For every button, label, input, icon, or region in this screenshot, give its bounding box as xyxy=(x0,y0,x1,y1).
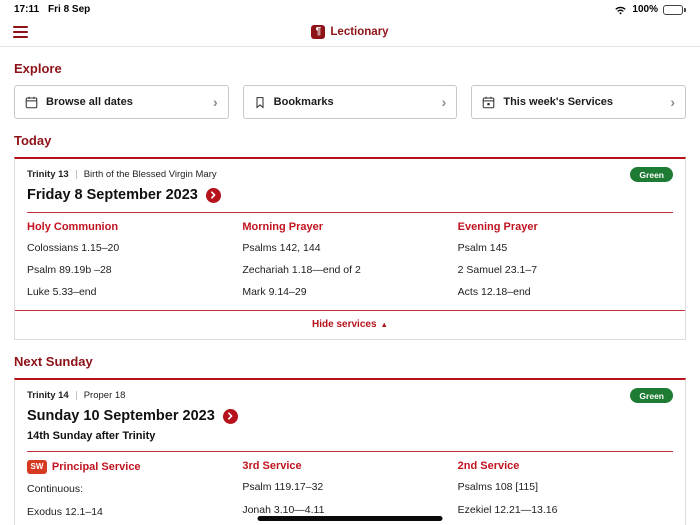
next-sunday-heading: Next Sunday xyxy=(14,354,93,370)
liturgical-color-badge: Green xyxy=(630,167,673,182)
app-logo-icon: ¶ xyxy=(311,24,326,39)
reading-item: Zechariah 1.18—end of 2 xyxy=(242,264,361,277)
liturgical-color-badge: Green xyxy=(630,388,673,404)
reading-item: Psalm 89.19b –28 xyxy=(27,264,112,277)
reading-item: Mark 9.14–29 xyxy=(242,286,307,299)
wifi-icon xyxy=(614,5,627,15)
divider xyxy=(75,170,77,179)
reading-item: Psalm 145 xyxy=(457,242,508,254)
service-column-principal-service: SW Principal Service Continuous: Exodus … xyxy=(27,460,242,525)
arrow-right-icon xyxy=(222,408,238,424)
chevron-right-icon: › xyxy=(670,94,676,110)
bookmark-icon xyxy=(254,96,266,109)
reading-item: Acts 12.18–end xyxy=(457,286,531,299)
service-title-row: SW Principal Service xyxy=(27,460,232,475)
bookmarks-card[interactable]: Bookmarks › xyxy=(242,85,458,119)
service-title: 2nd Service xyxy=(457,460,520,473)
next-sunday-date-text: Sunday 10 September 2023 xyxy=(27,408,215,425)
red-divider xyxy=(15,310,685,312)
hide-services-label: Hide services xyxy=(312,319,377,331)
calendar-icon xyxy=(25,96,38,109)
next-sunday-meta-row: Trinity 14 Proper 18 Green xyxy=(27,388,673,404)
chevron-right-icon: › xyxy=(441,94,447,110)
this-weeks-services-card[interactable]: This week's Services › xyxy=(471,85,687,119)
service-title: 3rd Service xyxy=(242,460,302,473)
browse-all-dates-label: Browse all dates xyxy=(46,96,133,108)
app-brand: ¶ Lectionary xyxy=(311,24,389,39)
sw-badge: SW xyxy=(27,460,47,475)
reading-item: Jonah 3.10—4.11 xyxy=(242,503,325,516)
today-meta-row: Trinity 13 Birth of the Blessed Virgin M… xyxy=(27,167,673,182)
sunday-subtitle: 14th Sunday after Trinity xyxy=(27,430,156,443)
service-title: Morning Prayer xyxy=(242,221,324,233)
service-column-holy-communion: Holy Communion Colossians 1.15–20 Psalm … xyxy=(27,221,242,308)
service-column-evening-prayer: Evening Prayer Psalm 145 2 Samuel 23.1–7… xyxy=(458,221,673,308)
reading-item: Continuous: xyxy=(27,483,84,496)
battery-icon xyxy=(663,4,686,15)
status-bar: 17:11 Fri 8 Sep 100% xyxy=(0,0,700,17)
explore-heading: Explore xyxy=(14,61,62,76)
season-label: Trinity 14 xyxy=(27,390,69,402)
this-weeks-services-label: This week's Services xyxy=(503,96,613,108)
caret-up-icon: ▲ xyxy=(380,320,388,330)
explore-row: Browse all dates › Bookmarks › xyxy=(14,85,687,119)
reading-item: Colossians 1.15–20 xyxy=(27,242,120,254)
status-time: 17:11 xyxy=(14,4,40,15)
status-date: Fri 8 Sep xyxy=(48,4,91,15)
browse-all-dates-card[interactable]: Browse all dates › xyxy=(14,85,229,119)
service-title: Principal Service xyxy=(51,461,141,474)
app-title: Lectionary xyxy=(330,25,389,38)
reading-item: 2 Samuel 23.1–7 xyxy=(457,264,538,277)
hide-services-button[interactable]: Hide services ▲ xyxy=(15,311,685,339)
today-card: Trinity 13 Birth of the Blessed Virgin M… xyxy=(14,157,686,341)
today-date-link[interactable]: Friday 8 September 2023 xyxy=(27,187,673,203)
chevron-right-icon: › xyxy=(213,94,218,110)
menu-hamburger-icon[interactable] xyxy=(13,26,28,38)
bookmarks-label: Bookmarks xyxy=(273,96,334,108)
season-label: Trinity 13 xyxy=(27,169,69,180)
battery-percent-label: 100% xyxy=(632,4,658,15)
service-column-3rd-service: 3rd Service Psalm 119.17–32 Jonah 3.10—4… xyxy=(242,460,457,525)
next-sunday-date-link[interactable]: Sunday 10 September 2023 xyxy=(27,408,673,424)
next-sunday-card: Trinity 14 Proper 18 Green Sunday 10 Sep… xyxy=(14,378,686,525)
arrow-right-icon xyxy=(205,187,221,203)
proper-label: Proper 18 xyxy=(83,390,126,402)
service-column-morning-prayer: Morning Prayer Psalms 142, 144 Zechariah… xyxy=(242,221,457,308)
reading-item: Luke 5.33–end xyxy=(27,286,97,299)
service-title: Holy Communion xyxy=(27,221,119,233)
service-title: Evening Prayer xyxy=(457,221,538,233)
red-divider xyxy=(27,212,673,213)
divider xyxy=(75,391,77,401)
today-services: Holy Communion Colossians 1.15–20 Psalm … xyxy=(15,213,685,308)
today-heading: Today xyxy=(14,133,52,148)
red-divider xyxy=(27,451,673,453)
status-left: 17:11 Fri 8 Sep xyxy=(14,4,90,15)
main-content: Explore Browse all dates › xyxy=(0,61,700,525)
status-right: 100% xyxy=(614,4,686,15)
week-calendar-icon xyxy=(482,96,495,109)
feast-label: Birth of the Blessed Virgin Mary xyxy=(83,169,217,180)
home-indicator[interactable] xyxy=(257,516,443,521)
reading-item: Ezekiel 12.21—13.16 xyxy=(457,503,558,516)
today-date-text: Friday 8 September 2023 xyxy=(27,187,198,203)
service-column-2nd-service: 2nd Service Psalms 108 [115] Ezekiel 12.… xyxy=(458,460,673,525)
app-header: ¶ Lectionary xyxy=(0,17,700,47)
reading-item: Psalms 108 [115] xyxy=(457,481,539,494)
reading-item: Psalm 119.17–32 xyxy=(242,481,324,494)
reading-item: Exodus 12.1–14 xyxy=(27,505,103,518)
reading-item: Psalms 142, 144 xyxy=(242,242,321,254)
next-sunday-services: SW Principal Service Continuous: Exodus … xyxy=(15,452,685,525)
